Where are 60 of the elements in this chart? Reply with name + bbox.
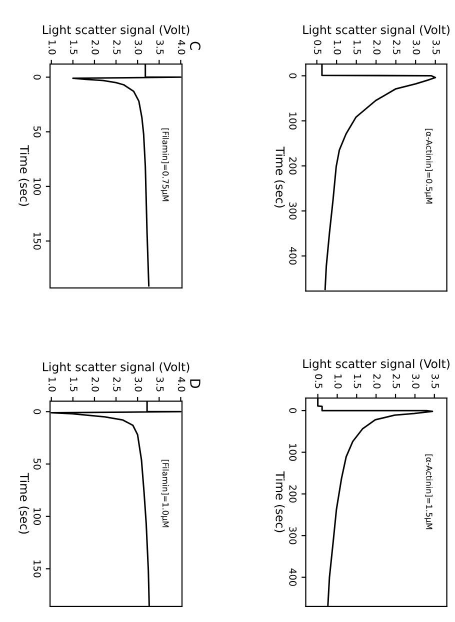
x-tick-label: 3.0 bbox=[412, 40, 420, 54]
x-tick-label: 3.0 bbox=[412, 374, 420, 388]
x-axis-title: Light scatter signal (Volt) bbox=[303, 25, 450, 36]
x-tick-label: 2.5 bbox=[392, 374, 400, 388]
y-axis-title: Time (sec) bbox=[18, 472, 30, 534]
x-tick-label: 3.5 bbox=[156, 377, 164, 392]
x-tick-label: 4.0 bbox=[178, 377, 186, 392]
y-tick-label: 200 bbox=[289, 157, 297, 174]
annotation: [Filamin]=0.75µM bbox=[160, 128, 169, 202]
x-tick-label: 1.5 bbox=[70, 378, 78, 392]
x-tick-label: 0.5 bbox=[314, 374, 322, 388]
y-tick-label: 150 bbox=[33, 560, 41, 578]
y-tick-label: 200 bbox=[289, 485, 297, 503]
x-tick-label: 3.0 bbox=[134, 40, 142, 54]
x-tick-label: 3.0 bbox=[134, 377, 142, 392]
x-tick-label: 2.0 bbox=[373, 40, 381, 54]
y-tick-label: 0 bbox=[289, 73, 297, 78]
y-tick-label: 100 bbox=[33, 178, 41, 196]
x-axis-title: Light scatter signal (Volt) bbox=[42, 25, 190, 36]
chart-title: C bbox=[190, 42, 200, 50]
x-tick-label: 3.5 bbox=[156, 40, 164, 54]
x-tick-label: 3.5 bbox=[432, 40, 440, 54]
y-axis-title: Time (sec) bbox=[18, 145, 30, 206]
y-tick-label: 100 bbox=[33, 508, 41, 526]
y-tick-label: 300 bbox=[289, 527, 297, 544]
x-tick-label: 1.5 bbox=[354, 374, 362, 388]
y-tick-label: 300 bbox=[289, 202, 297, 220]
y-tick-label: 0 bbox=[289, 408, 297, 414]
x-tick-label: 1.0 bbox=[48, 378, 56, 392]
x-tick-label: 2.0 bbox=[373, 374, 381, 388]
x-tick-label: 0.5 bbox=[314, 40, 322, 54]
y-axis-title: Time (sec) bbox=[274, 146, 285, 208]
y-tick-label: 50 bbox=[33, 458, 41, 470]
x-axis-title: Light scatter signal (Volt) bbox=[42, 362, 190, 374]
y-tick-label: 100 bbox=[289, 444, 297, 461]
x-tick-label: 2.0 bbox=[92, 377, 99, 392]
y-tick-label: 150 bbox=[33, 232, 41, 250]
annotation: [Filamin]=1.0µM bbox=[160, 460, 169, 528]
x-tick-label: 3.5 bbox=[432, 374, 439, 388]
y-tick-label: 0 bbox=[33, 74, 41, 80]
x-tick-label: 1.0 bbox=[334, 374, 342, 388]
annotation: [α-Actinin]=1.5µM bbox=[424, 454, 433, 530]
annotation: [α-Actinin]=0.5µM bbox=[424, 128, 433, 204]
x-tick-label: 1.0 bbox=[48, 40, 56, 54]
x-axis-title: Light scatter signal (Volt) bbox=[303, 359, 450, 370]
x-tick-label: 2.5 bbox=[113, 40, 121, 54]
y-tick-label: 400 bbox=[289, 247, 297, 265]
chart-title: D bbox=[190, 380, 200, 388]
y-tick-label: 100 bbox=[289, 112, 297, 130]
x-tick-label: 4.0 bbox=[178, 40, 186, 54]
y-tick-label: 0 bbox=[33, 409, 41, 414]
x-tick-label: 2.5 bbox=[113, 377, 121, 392]
x-tick-label: 2.0 bbox=[92, 40, 99, 54]
x-tick-label: 1.5 bbox=[70, 40, 78, 54]
x-tick-label: 1.5 bbox=[354, 40, 361, 54]
x-tick-label: 1.0 bbox=[334, 40, 342, 54]
y-axis-title: Time (sec) bbox=[274, 471, 285, 532]
x-tick-label: 2.5 bbox=[393, 40, 400, 54]
y-tick-label: 50 bbox=[33, 126, 41, 138]
y-tick-label: 400 bbox=[289, 568, 297, 586]
